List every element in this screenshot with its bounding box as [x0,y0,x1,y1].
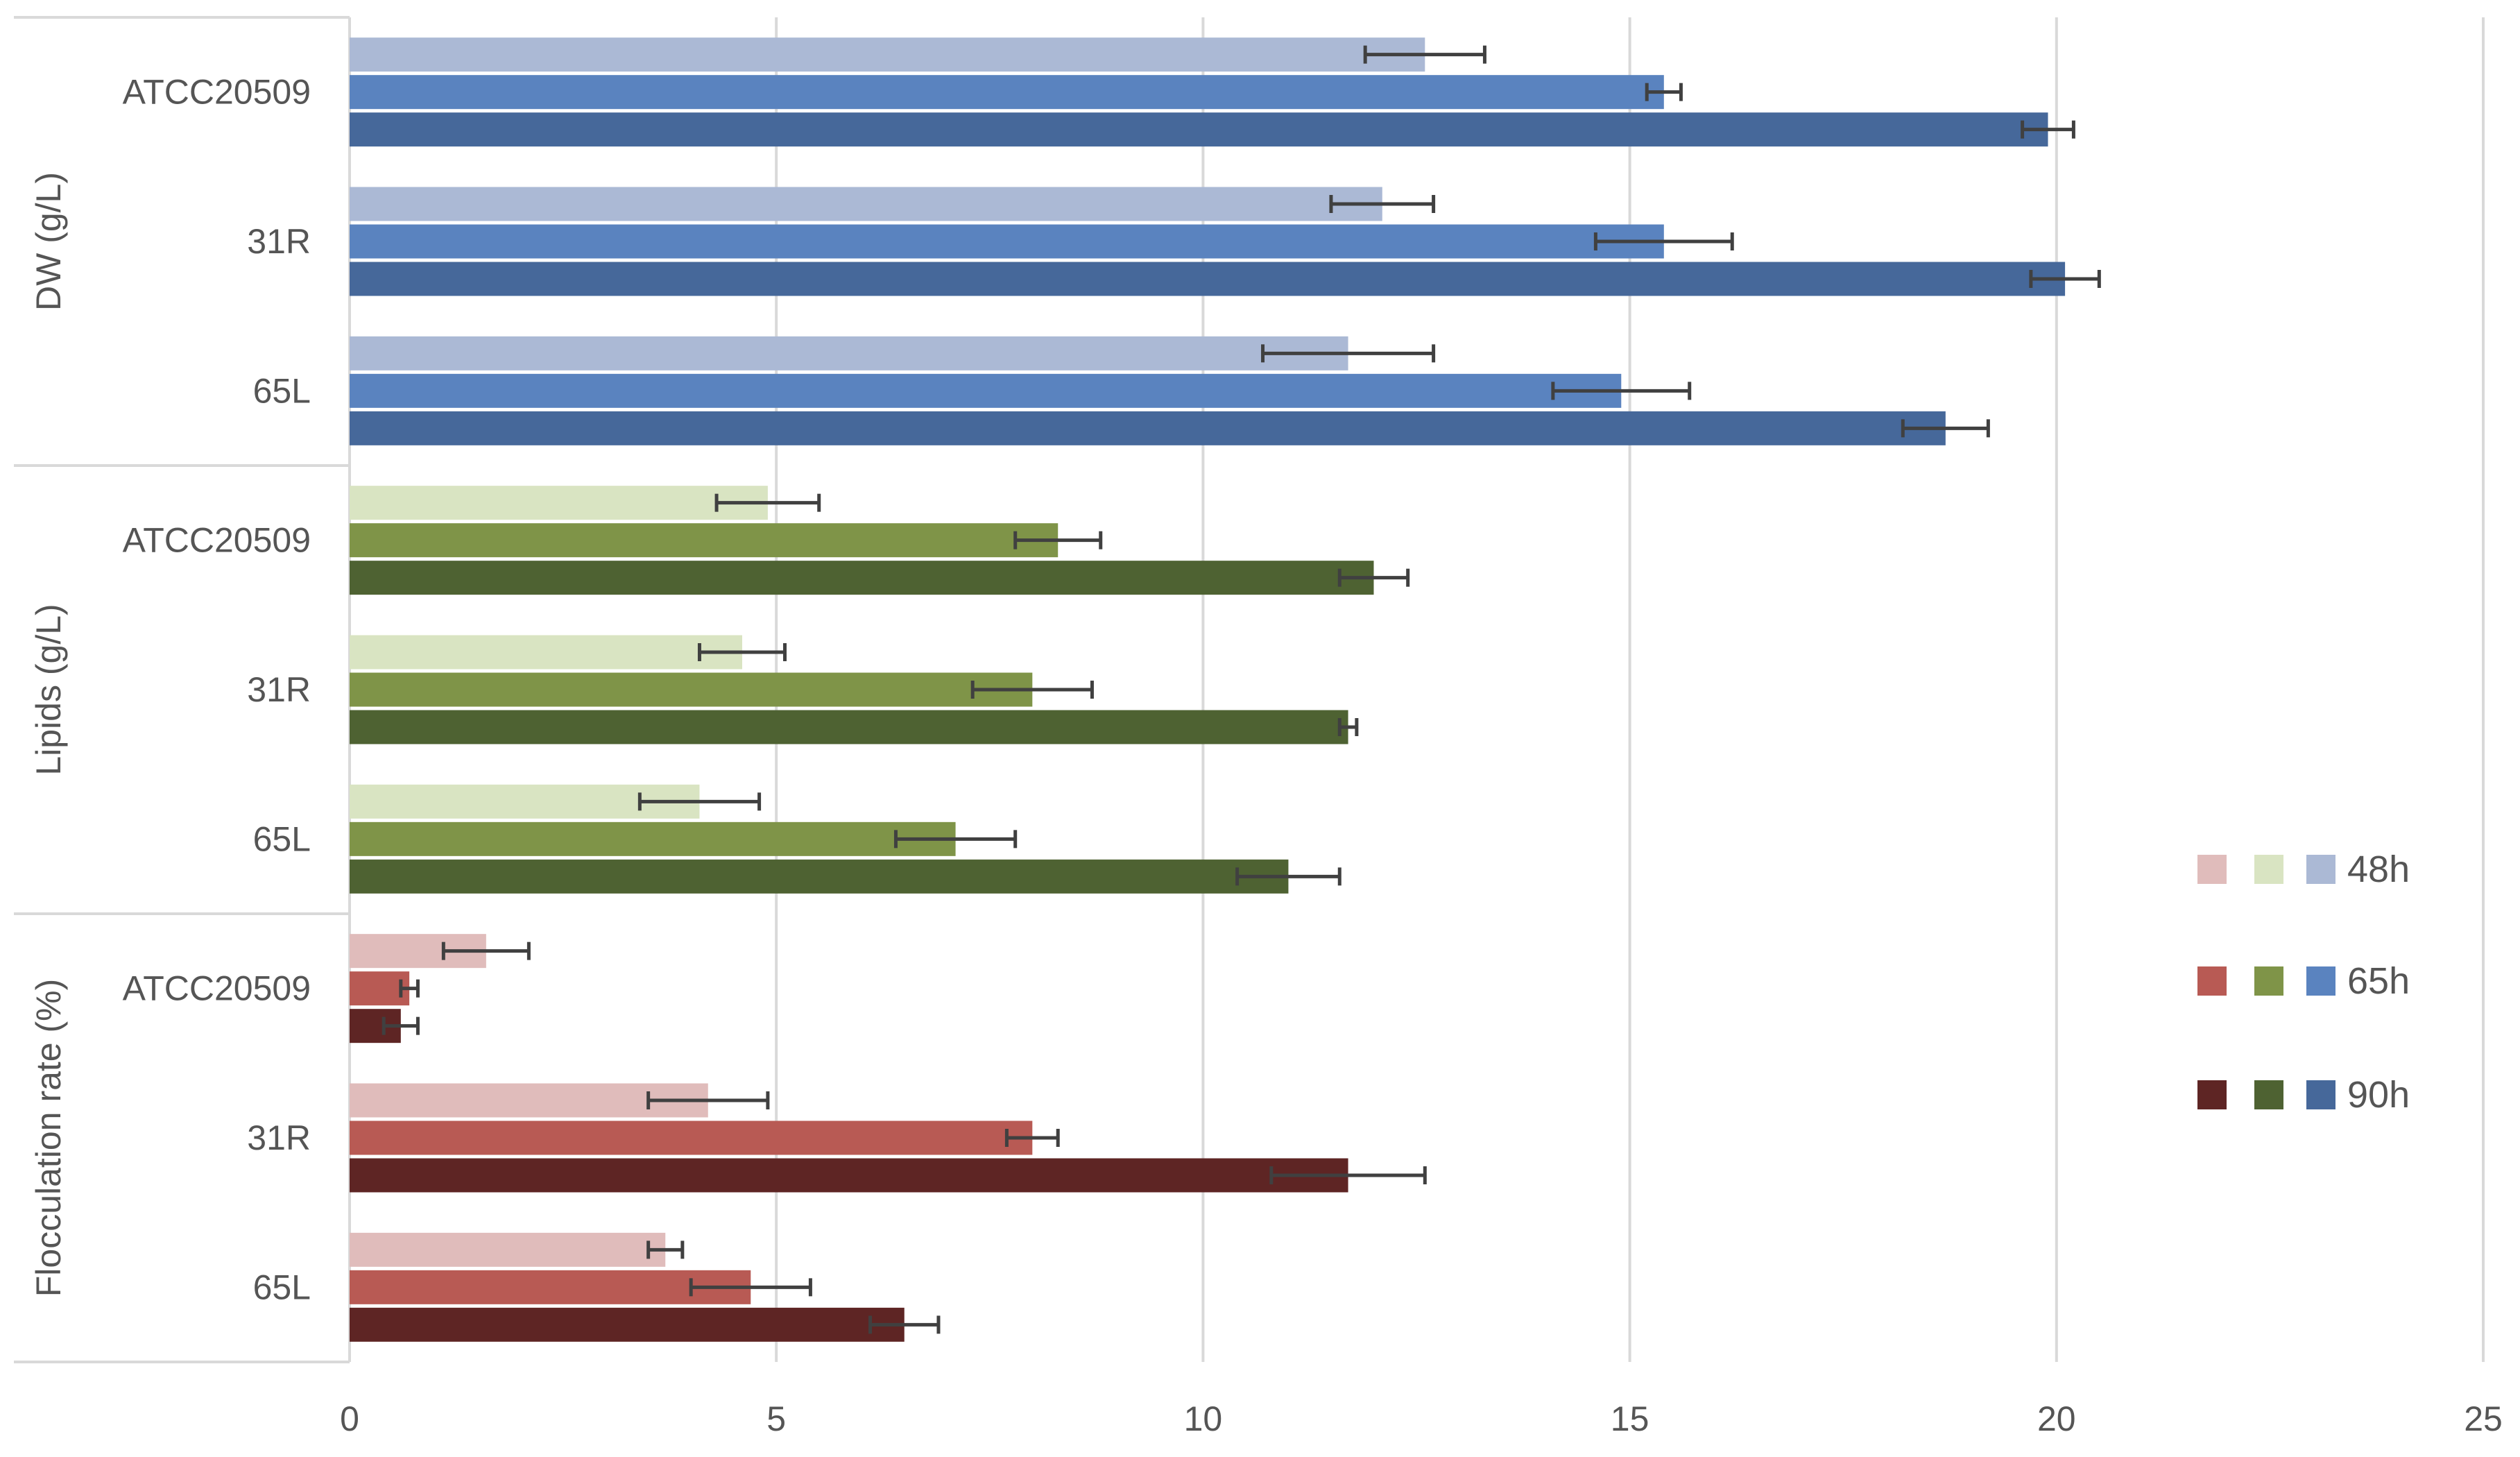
error-bar [1235,867,1342,886]
bar [350,635,742,670]
error-bar [893,830,1018,849]
error-bar [646,1241,685,1259]
bar [350,187,1382,221]
bar [350,561,1374,595]
error-bar [646,1091,770,1109]
legend-label: 65h [2347,960,2410,1002]
category-label: 65L [253,1268,311,1306]
category-label: ATCC20509 [123,969,311,1008]
error-bar [1269,1166,1427,1184]
error-bar [1337,568,1410,587]
legend-swatch [2306,1080,2335,1109]
x-tick-label: 10 [1184,1399,1223,1438]
error-bar [382,1016,420,1035]
bar [350,1158,1348,1193]
category-label: 31R [247,670,311,709]
error-bar [714,493,821,512]
category-label: 65L [253,371,311,410]
legend: 48h 65h 90h [2197,849,2410,1116]
error-bar [1551,382,1692,400]
error-bar [1004,1129,1060,1147]
error-bar [697,643,787,661]
bar [350,411,1946,445]
error-bar [1593,232,1734,250]
error-bar [970,681,1094,699]
bar [350,373,1622,408]
legend-swatch [2306,855,2335,884]
bar [350,1270,751,1304]
error-bar [1337,718,1359,736]
bar [350,75,1664,110]
error-bar [637,792,762,811]
error-bar [1329,195,1436,213]
error-bar [399,979,420,998]
x-tick-label: 20 [2037,1399,2076,1438]
legend-swatch [2254,1080,2283,1109]
bar [350,710,1348,744]
legend-swatch [2306,966,2335,996]
bar [350,672,1033,707]
legend-swatch [2197,855,2227,884]
category-label: ATCC20509 [123,73,311,112]
bar [350,821,956,856]
bars [350,37,2066,1342]
category-label: 31R [247,222,311,261]
category-label: 31R [247,1118,311,1157]
bar [350,1232,666,1267]
group-label: Flocculation rate (%) [29,979,68,1297]
bar [350,336,1348,370]
error-bar [689,1278,812,1297]
bar [350,486,768,520]
legend-label: 48h [2347,849,2410,890]
bar [350,1121,1033,1155]
bar [350,859,1289,894]
error-bar [441,941,531,960]
error-bars [382,45,2101,1334]
x-tick-label: 0 [340,1399,359,1438]
legend-swatch [2197,1080,2227,1109]
legend-swatch [2254,855,2283,884]
x-tick-label: 25 [2464,1399,2503,1438]
bar [350,1307,905,1342]
error-bar [868,1315,941,1334]
x-tick-label: 15 [1611,1399,1649,1438]
error-bar [1013,531,1103,549]
legend-swatch [2197,966,2227,996]
legend-swatch [2254,966,2283,996]
labels: 0 5 10 15 20 25 DW (g/L) ATCC20509 31R 65L Lipids … [29,73,2503,1438]
error-bar [1645,83,1683,101]
group-label: DW (g/L) [29,172,68,311]
category-label: 65L [253,819,311,858]
error-bar [2029,270,2101,288]
error-bar [1901,419,1990,438]
bar [350,262,2066,296]
error-bar [1261,344,1436,363]
legend-label: 90h [2347,1074,2410,1116]
x-tick-label: 5 [766,1399,786,1438]
bar [350,224,1664,259]
group-label: Lipids (g/L) [29,604,68,775]
bar [350,37,1425,72]
bar [350,112,2048,147]
error-bar [1363,45,1486,64]
error-bar [2021,120,2075,139]
category-label: ATCC20509 [123,521,311,560]
bar [350,523,1058,558]
